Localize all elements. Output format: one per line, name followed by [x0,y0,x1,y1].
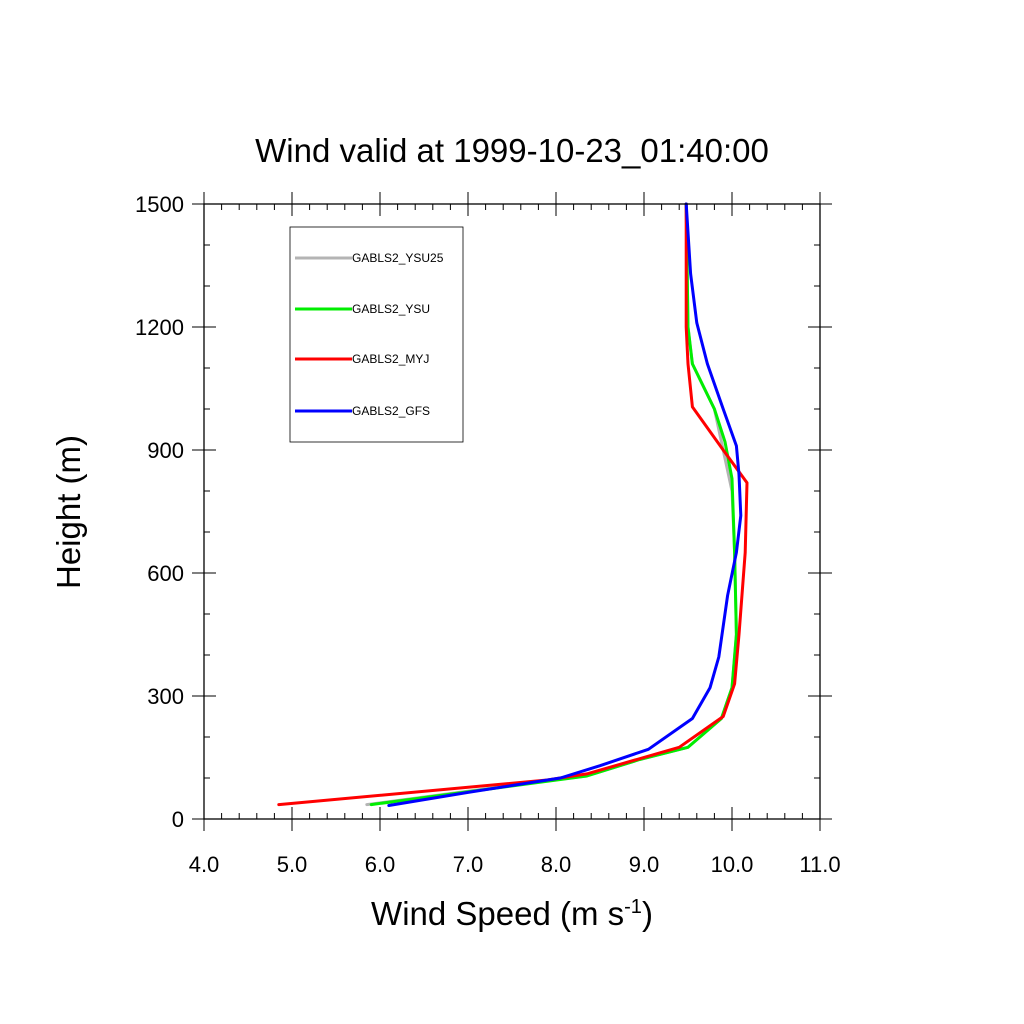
x-tick-label: 5.0 [277,852,308,877]
legend-box [289,226,464,443]
x-axis-title-main: Wind Speed (m s [371,895,624,932]
x-tick-label: 9.0 [629,852,660,877]
y-tick-label: 900 [147,438,184,463]
plot-lines [277,202,749,807]
y-tick-label: 1200 [135,315,184,340]
axis-tick-labels: 4.0 5.0 6.0 7.0 8.0 9.0 10.0 11.0 0 300 600 900 1200… [135,192,841,877]
axis-ticks [192,192,832,831]
legend: GABLS2_YSU25 GABLS2_YSU GABLS2_MYJ GABLS2_G… [289,226,464,443]
x-tick-label: 6.0 [365,852,396,877]
y-tick-label: 300 [147,684,184,709]
x-axis-title-superscript: -1 [624,896,642,918]
series-line-gabls2-ysu [369,202,738,807]
y-axis-title: Height (m) [50,435,87,589]
legend-label-gabls2-ysu: GABLS2_YSU [352,302,430,316]
legend-label-gabls2-ysu25: GABLS2_YSU25 [352,251,444,265]
y-tick-label: 600 [147,561,184,586]
chart-title: Wind valid at 1999-10-23_01:40:00 [255,132,769,169]
x-axis-title: Wind Speed (m s-1) [371,895,653,932]
x-tick-label: 4.0 [189,852,220,877]
x-tick-label: 11.0 [799,852,840,877]
y-tick-label: 1500 [135,192,184,217]
series-line-gabls2-myj [277,202,749,807]
legend-label-gabls2-myj: GABLS2_MYJ [352,352,429,366]
plot-frame [203,203,821,820]
series-line-gabls2-gfs [387,202,743,807]
legend-label-gabls2-gfs: GABLS2_GFS [352,404,430,418]
x-axis-title-close: ) [642,895,653,932]
x-tick-label: 7.0 [453,852,484,877]
y-tick-label: 0 [172,807,184,832]
x-tick-label: 8.0 [541,852,572,877]
x-tick-label: 10.0 [711,852,754,877]
